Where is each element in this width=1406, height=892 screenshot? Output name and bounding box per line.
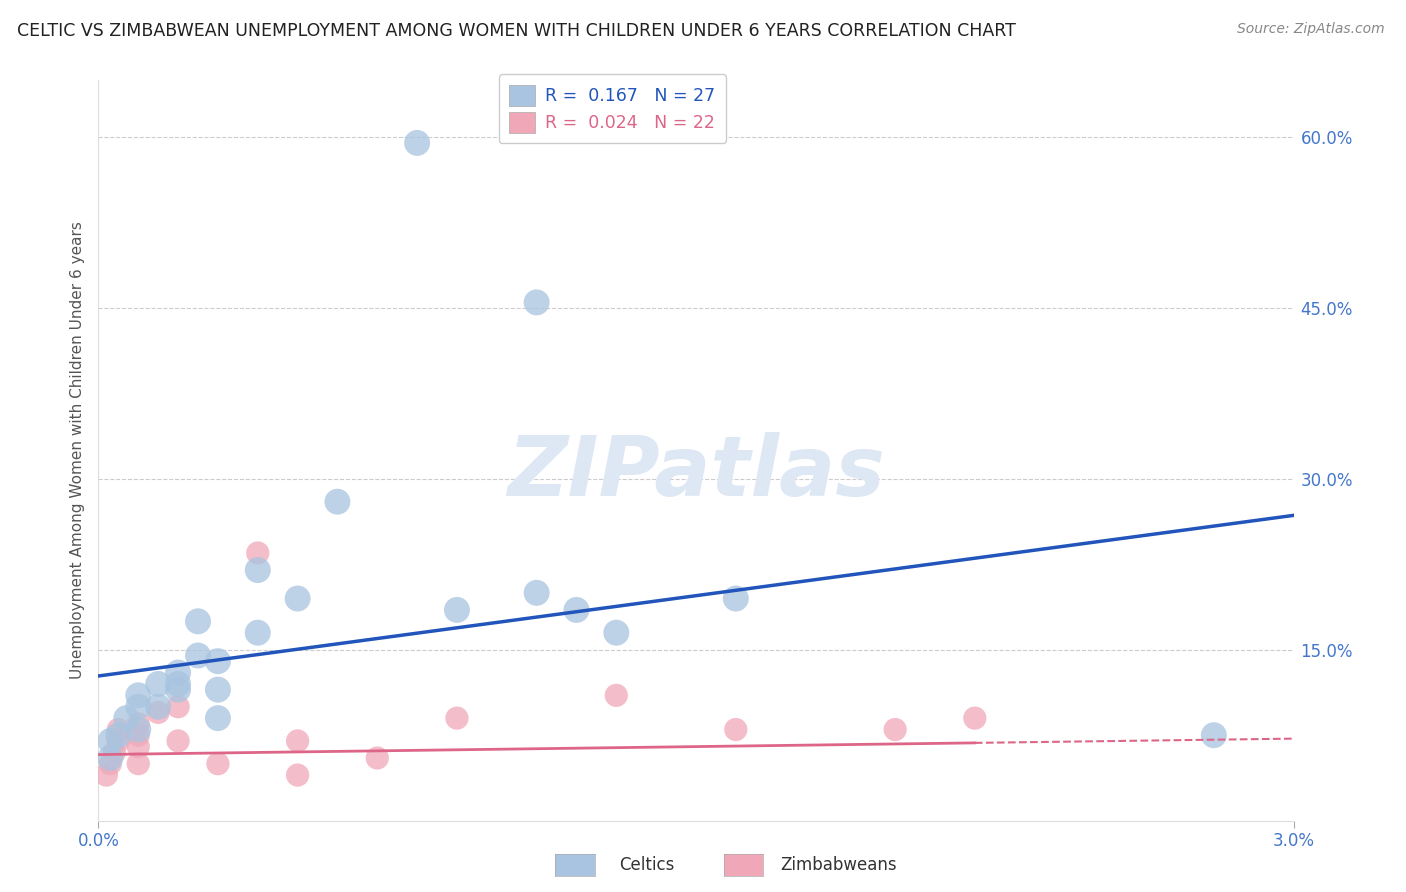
Point [207, 654, 229, 668]
Point [148, 677, 170, 691]
Point [167, 682, 190, 697]
Point [148, 699, 170, 714]
Text: Celtics: Celtics [619, 856, 673, 874]
Point [724, 591, 747, 606]
Point [98, 751, 122, 765]
Point [446, 711, 468, 725]
Point [246, 563, 269, 577]
Point [187, 615, 209, 629]
Point [207, 756, 229, 771]
Point [287, 768, 309, 782]
Point [167, 665, 190, 680]
Point [366, 751, 388, 765]
Point [406, 136, 429, 150]
Point [605, 625, 627, 640]
Point [98, 734, 122, 748]
Text: Zimbabweans: Zimbabweans [780, 856, 897, 874]
Point [167, 734, 190, 748]
Point [107, 723, 129, 737]
Point [565, 603, 588, 617]
Point [127, 723, 149, 737]
Point [605, 689, 627, 703]
Point [207, 711, 229, 725]
Point [246, 546, 269, 560]
Point [963, 711, 986, 725]
Point [207, 682, 229, 697]
Point [103, 745, 125, 759]
Point [96, 768, 118, 782]
Point [1202, 728, 1225, 742]
Y-axis label: Unemployment Among Women with Children Under 6 years: Unemployment Among Women with Children U… [69, 221, 84, 680]
Point [287, 591, 309, 606]
Point [187, 648, 209, 663]
Point [148, 706, 170, 720]
Point [127, 716, 149, 731]
Point [724, 723, 747, 737]
Point [127, 739, 149, 754]
Point [446, 603, 468, 617]
Point [246, 625, 269, 640]
Point [167, 699, 190, 714]
Point [884, 723, 907, 737]
Point [326, 494, 349, 508]
Point [127, 756, 149, 771]
Point [526, 295, 548, 310]
Text: ZIPatlas: ZIPatlas [508, 432, 884, 513]
Point [127, 689, 149, 703]
Point [526, 586, 548, 600]
Text: Source: ZipAtlas.com: Source: ZipAtlas.com [1237, 22, 1385, 37]
Point [98, 756, 122, 771]
Point [107, 728, 129, 742]
Legend: R =  0.167   N = 27, R =  0.024   N = 22: R = 0.167 N = 27, R = 0.024 N = 22 [499, 74, 725, 144]
Point [287, 734, 309, 748]
Point [107, 734, 129, 748]
Point [167, 677, 190, 691]
Point [127, 728, 149, 742]
Point [127, 699, 149, 714]
Text: CELTIC VS ZIMBABWEAN UNEMPLOYMENT AMONG WOMEN WITH CHILDREN UNDER 6 YEARS CORREL: CELTIC VS ZIMBABWEAN UNEMPLOYMENT AMONG … [17, 22, 1015, 40]
Point [115, 711, 138, 725]
